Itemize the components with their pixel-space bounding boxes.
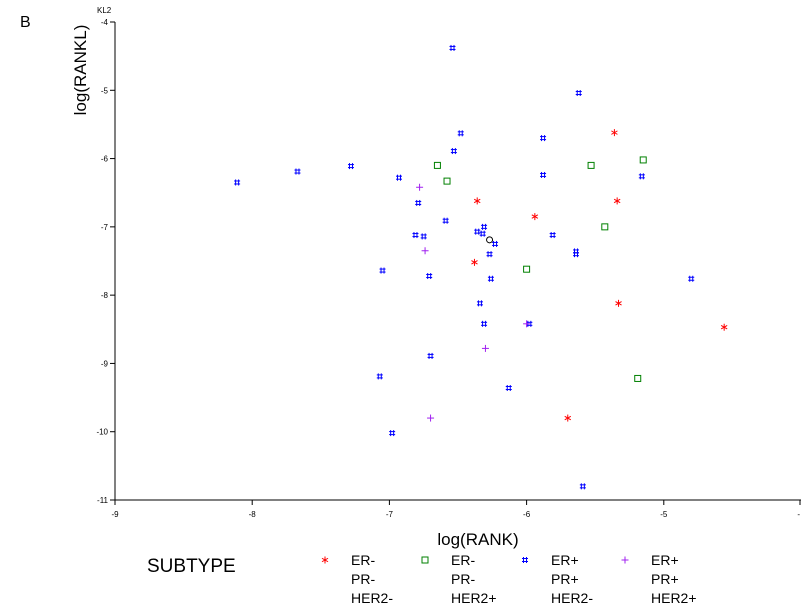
- data-point-series-3: [396, 174, 403, 181]
- data-point-series-3: [638, 173, 645, 180]
- data-point-series-3: [412, 232, 419, 239]
- legend-label: HER2+: [651, 590, 697, 606]
- y-tick-label: -6: [101, 155, 109, 164]
- x-tick-label: -5: [660, 510, 668, 519]
- data-point-series-1: [564, 414, 572, 422]
- data-point-series-4: [523, 320, 531, 328]
- y-tick-label: -11: [97, 496, 109, 505]
- data-point-series-3: [376, 373, 383, 380]
- data-point-series-3: [389, 430, 396, 437]
- y-tick-label: -5: [101, 86, 109, 95]
- data-point-series-3: [442, 217, 449, 224]
- legend-title: SUBTYPE: [147, 556, 236, 577]
- legend-label: ER+: [651, 552, 679, 568]
- data-point-series-3: [474, 228, 481, 235]
- legend-label: PR+: [651, 571, 679, 587]
- data-point-series-3: [549, 232, 556, 239]
- data-point-series-3: [481, 223, 488, 230]
- y-tick-label: -8: [101, 291, 109, 300]
- data-point-series-3: [492, 240, 499, 247]
- data-point-series-3: [379, 267, 386, 274]
- data-point-series-4: [481, 344, 489, 352]
- legend-marker-4: [621, 556, 629, 564]
- data-point-series-3: [415, 199, 422, 206]
- legend-label: HER2-: [351, 590, 393, 606]
- legend-label: HER2-: [551, 590, 593, 606]
- data-point-series-1: [613, 197, 621, 205]
- data-point-series-2: [639, 156, 647, 164]
- data-point-series-3: [457, 130, 464, 137]
- data-point-series-3: [575, 90, 582, 97]
- legend-label: PR+: [551, 571, 579, 587]
- legend: ER- PR- HER2- ER- PR- HER2+ ER+ PR+ HER2- ER+ PR+ H…: [321, 552, 697, 606]
- y-axis-label-suffix: KL2: [97, 6, 112, 15]
- data-point-series-3: [420, 233, 427, 240]
- legend-label: PR-: [351, 571, 375, 587]
- data-point-series-3: [540, 171, 547, 178]
- x-tick-label: -: [797, 510, 800, 519]
- legend-label: PR-: [451, 571, 475, 587]
- data-point-series-1: [473, 197, 481, 205]
- data-point-series-3: [572, 248, 579, 255]
- data-point-series-4: [427, 414, 435, 422]
- data-point-series-2: [433, 161, 441, 169]
- data-points: [234, 44, 728, 490]
- data-point-series-2: [601, 223, 609, 231]
- x-tick-label: -6: [523, 510, 531, 519]
- data-point-series-3: [234, 179, 241, 186]
- legend-marker-3: [522, 557, 528, 563]
- data-point-series-3: [294, 168, 301, 175]
- data-point-series-3: [476, 300, 483, 307]
- legend-marker-1: [321, 556, 329, 564]
- y-tick-label: -10: [96, 428, 108, 437]
- x-tick-label: -7: [386, 510, 394, 519]
- data-point-series-4: [421, 247, 429, 255]
- data-point-series-1: [615, 299, 622, 307]
- data-point-series-3: [572, 251, 579, 258]
- y-ticks: -4 -5 -6 -7 -8 -9 -10 -11: [96, 18, 115, 505]
- data-point-series-2: [634, 374, 642, 382]
- data-point-series-3: [688, 275, 695, 282]
- data-point-series-1: [471, 258, 478, 266]
- data-point-series-1: [720, 323, 728, 331]
- x-tick-label: -9: [111, 510, 119, 519]
- legend-marker-2: [421, 556, 429, 564]
- y-tick-label: -4: [101, 18, 109, 27]
- data-point-series-3: [505, 385, 512, 392]
- data-point-series-3: [579, 483, 586, 490]
- data-point-series-2: [443, 177, 451, 185]
- annotation-point: [486, 236, 494, 244]
- data-point-series-3: [450, 148, 457, 155]
- data-point-series-1: [611, 129, 618, 137]
- y-axis-label: log(RANKL): [71, 25, 90, 116]
- data-point-series-3: [486, 251, 493, 258]
- data-point-series-3: [479, 230, 486, 237]
- data-point-series-3: [427, 352, 434, 359]
- data-point-series-1: [531, 213, 539, 221]
- legend-label: ER-: [351, 552, 375, 568]
- x-axis-label: log(RANK): [437, 530, 518, 549]
- data-point-series-2: [523, 265, 531, 273]
- data-point-series-3: [540, 135, 547, 142]
- data-point-series-3: [449, 44, 456, 51]
- data-point-series-3: [487, 275, 494, 282]
- x-ticks: -9 -8 -7 -6 -5 -: [111, 500, 801, 519]
- data-point-series-4: [416, 183, 424, 191]
- legend-label: ER-: [451, 552, 475, 568]
- y-tick-label: -7: [101, 223, 109, 232]
- data-point-series-2: [587, 161, 595, 169]
- y-tick-label: -9: [101, 359, 109, 368]
- data-point-series-3: [426, 273, 433, 280]
- data-point-series-3: [347, 163, 354, 170]
- x-tick-label: -8: [249, 510, 257, 519]
- data-point-series-3: [481, 320, 488, 327]
- panel-label: B: [20, 14, 31, 31]
- legend-label: HER2+: [451, 590, 497, 606]
- legend-label: ER+: [551, 552, 579, 568]
